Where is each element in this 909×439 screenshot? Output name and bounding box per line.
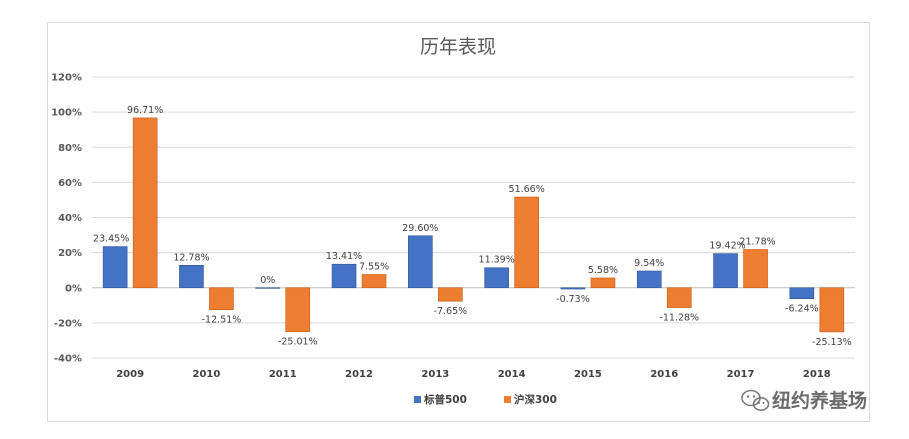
data-label: 19.42% [709,241,745,252]
data-label: 12.78% [173,252,209,263]
data-label: 5.58% [588,265,618,276]
x-tick-label: 2014 [498,369,526,380]
data-label: -12.51% [202,315,242,326]
bar-csi300-2015 [590,277,616,289]
y-tick-label: -20% [54,318,82,329]
y-tick-label: 0% [65,283,82,294]
bar-csi300-2016 [666,287,692,308]
data-label: 9.54% [634,258,664,269]
data-label: 0% [260,275,275,286]
bar-sp500-2012 [331,263,357,289]
y-tick-label: 20% [58,248,82,259]
bar-sp500-2017 [713,253,738,289]
x-tick-label: 2012 [345,369,373,380]
legend-swatch-csi300 [504,396,511,403]
bar-csi300-2009 [132,117,158,289]
data-label: -0.73% [556,294,590,305]
x-tick-label: 2013 [421,369,449,380]
bar-csi300-2013 [438,287,463,302]
legend-label: 沪深300 [514,393,557,406]
data-label: -11.28% [659,313,699,324]
y-tick-label: -40% [54,354,82,365]
y-tick-label: 40% [58,213,82,224]
y-tick-label: 120% [51,73,82,84]
bar-sp500-2011 [255,287,281,289]
bar-csi300-2010 [209,287,234,311]
data-label: 13.41% [326,251,362,262]
watermark: 纽约养基场 [741,389,867,412]
data-label: 11.39% [479,255,515,266]
x-tick-label: 2015 [574,369,602,380]
chart-frame [47,22,870,422]
x-tick-label: 2016 [650,369,678,380]
y-tick-label: 80% [58,143,82,154]
bar-sp500-2013 [408,235,433,289]
bar-csi300-2014 [514,196,539,289]
bar-sp500-2010 [179,265,204,289]
data-label: 96.71% [127,105,163,116]
data-label: 23.45% [93,234,129,245]
legend-swatch-sp500 [414,396,421,403]
data-label: -25.01% [278,337,318,348]
wechat-icon [741,389,770,411]
watermark-text: 纽约养基场 [772,389,867,412]
data-label: 21.78% [739,236,775,247]
x-tick-label: 2011 [269,369,297,380]
y-tick-label: 60% [58,178,82,189]
bar-csi300-2017 [743,249,768,289]
bar-sp500-2018 [789,287,815,300]
bar-sp500-2016 [636,270,662,289]
data-label: 29.60% [402,223,438,234]
x-tick-label: 2009 [116,369,144,380]
bar-sp500-2015 [560,287,586,290]
bar-csi300-2011 [285,287,311,332]
legend-label: 标普500 [423,393,467,406]
data-label: -25.13% [812,337,852,348]
chart-title: 历年表现 [420,36,496,58]
y-tick-label: 100% [51,108,82,119]
x-tick-label: 2017 [727,369,755,380]
x-tick-label: 2010 [193,369,221,380]
bar-csi300-2012 [361,274,387,289]
data-label: -6.24% [785,304,819,315]
x-tick-label: 2018 [803,369,831,380]
bar-sp500-2014 [484,267,509,289]
data-label: -7.65% [434,306,468,317]
legend: 标普500 沪深300 [414,393,557,406]
data-label: 7.55% [359,261,389,272]
bar-sp500-2009 [102,246,128,289]
data-label: 51.66% [509,184,545,195]
bar-csi300-2018 [819,287,845,333]
